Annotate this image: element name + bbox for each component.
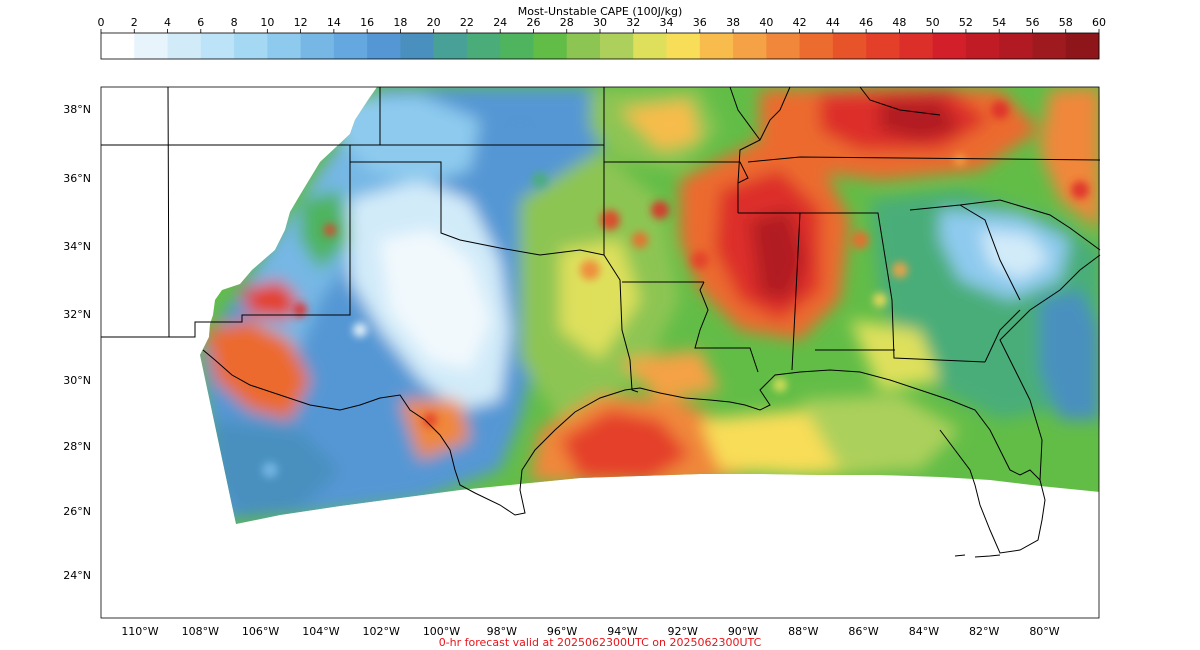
colorbar-tick-label: 54 bbox=[992, 16, 1006, 29]
latitude-label: 36°N bbox=[63, 172, 91, 185]
forecast-valid-footer: 0-hr forecast valid at 2025062300UTC on … bbox=[438, 636, 762, 649]
latitude-label: 32°N bbox=[63, 308, 91, 321]
colorbar-segment bbox=[400, 33, 435, 59]
colorbar-segment bbox=[799, 33, 834, 59]
colorbar-tick-label: 4 bbox=[164, 16, 171, 29]
longitude-label: 92°W bbox=[668, 625, 698, 638]
colorbar-segment bbox=[566, 33, 601, 59]
longitude-label: 94°W bbox=[607, 625, 637, 638]
colorbar-segment bbox=[500, 33, 534, 59]
colorbar-tick-label: 50 bbox=[926, 16, 940, 29]
latitude-label: 26°N bbox=[63, 505, 91, 518]
colorbar-tick-label: 22 bbox=[460, 16, 474, 29]
colorbar-tick-label: 60 bbox=[1092, 16, 1106, 29]
latitude-label: 24°N bbox=[63, 569, 91, 582]
longitude-label: 86°W bbox=[848, 625, 878, 638]
colorbar-tick-label: 16 bbox=[360, 16, 374, 29]
longitude-label: 80°W bbox=[1029, 625, 1059, 638]
colorbar-segment bbox=[167, 33, 202, 59]
longitude-label: 82°W bbox=[969, 625, 999, 638]
colorbar-segment bbox=[633, 33, 668, 59]
colorbar-segment bbox=[600, 33, 634, 59]
colorbar-segment bbox=[733, 33, 767, 59]
colorbar-tick-label: 56 bbox=[1025, 16, 1039, 29]
longitude-label: 106°W bbox=[242, 625, 279, 638]
colorbar-tick-label: 34 bbox=[660, 16, 674, 29]
colorbar-tick-label: 26 bbox=[526, 16, 540, 29]
longitude-label: 104°W bbox=[302, 625, 339, 638]
colorbar-tick-label: 24 bbox=[493, 16, 507, 29]
colorbar-segment bbox=[300, 33, 335, 59]
colorbar-segment bbox=[433, 33, 468, 59]
colorbar-segment bbox=[1032, 33, 1067, 59]
colorbar-tick-label: 46 bbox=[859, 16, 873, 29]
colorbar-tick-label: 14 bbox=[327, 16, 341, 29]
colorbar-segment bbox=[866, 33, 900, 59]
colorbar-segment bbox=[666, 33, 701, 59]
longitude-label: 96°W bbox=[547, 625, 577, 638]
colorbar-segment bbox=[234, 33, 268, 59]
longitude-label: 110°W bbox=[121, 625, 158, 638]
colorbar-segment bbox=[200, 33, 235, 59]
longitude-label: 90°W bbox=[728, 625, 758, 638]
longitude-label: 102°W bbox=[363, 625, 400, 638]
colorbar-segment bbox=[999, 33, 1033, 59]
colorbar bbox=[101, 33, 1100, 59]
colorbar-segment bbox=[766, 33, 801, 59]
longitude-label: 108°W bbox=[182, 625, 219, 638]
latitude-label: 28°N bbox=[63, 440, 91, 453]
state-boundaries bbox=[101, 86, 1101, 393]
colorbar-tick-label: 48 bbox=[892, 16, 906, 29]
colorbar-segment bbox=[965, 33, 1000, 59]
florida-keys bbox=[954, 554, 1001, 558]
latitude-labels: 38°N 36°N 34°N 32°N 30°N 28°N 26°N 24°N bbox=[63, 103, 91, 582]
colorbar-tick-label: 0 bbox=[98, 16, 105, 29]
colorbar-segment bbox=[333, 33, 368, 59]
colorbar-segment bbox=[267, 33, 302, 59]
colorbar-tick-label: 8 bbox=[231, 16, 238, 29]
colorbar-tick-label: 18 bbox=[393, 16, 407, 29]
colorbar-tick-label: 52 bbox=[959, 16, 973, 29]
colorbar-title: Most-Unstable CAPE (100J/kg) bbox=[517, 5, 683, 18]
latitude-label: 34°N bbox=[63, 240, 91, 253]
colorbar-tick-label: 28 bbox=[560, 16, 574, 29]
colorbar-segment bbox=[367, 33, 401, 59]
latitude-label: 30°N bbox=[63, 374, 91, 387]
colorbar-tick-label: 42 bbox=[793, 16, 807, 29]
atlantic-coastline bbox=[999, 254, 1101, 481]
colorbar-segment bbox=[101, 33, 135, 59]
colorbar-tick-label: 58 bbox=[1059, 16, 1073, 29]
colorbar-tick-label: 2 bbox=[131, 16, 138, 29]
longitude-labels: 110°W 108°W 106°W 104°W 102°W 100°W 98°W 96°W 94… bbox=[121, 625, 1059, 638]
colorbar-tick-label: 30 bbox=[593, 16, 607, 29]
colorbar-tick-label: 12 bbox=[294, 16, 308, 29]
colorbar-tick-label: 36 bbox=[693, 16, 707, 29]
colorbar-segment bbox=[699, 33, 734, 59]
colorbar-segment bbox=[932, 33, 967, 59]
colorbar-segment bbox=[832, 33, 867, 59]
colorbar-segment bbox=[466, 33, 501, 59]
colorbar-tick-label: 44 bbox=[826, 16, 840, 29]
gulf-coastline bbox=[202, 349, 1046, 554]
colorbar-tick-label: 10 bbox=[260, 16, 274, 29]
colorbar-segment bbox=[533, 33, 568, 59]
longitude-label: 88°W bbox=[788, 625, 818, 638]
longitude-label: 84°W bbox=[909, 625, 939, 638]
longitude-label: 98°W bbox=[487, 625, 517, 638]
colorbar-segment bbox=[899, 33, 934, 59]
colorbar-tick-label: 32 bbox=[626, 16, 640, 29]
colorbar-tick-label: 20 bbox=[427, 16, 441, 29]
colorbar-segment bbox=[134, 33, 169, 59]
colorbar-segment bbox=[1065, 33, 1100, 59]
longitude-label: 100°W bbox=[423, 625, 460, 638]
colorbar-tick-label: 40 bbox=[759, 16, 773, 29]
colorbar-tick-label: 6 bbox=[197, 16, 204, 29]
colorbar-tick-label: 38 bbox=[726, 16, 740, 29]
cape-field bbox=[200, 87, 1100, 524]
colorbar-ticks: 0 2 4 6 8 10 12 14 16 18 20 22 24 26 28 30 32 34 36 38 40 42 4… bbox=[98, 16, 1106, 33]
map-frame bbox=[100, 86, 1100, 619]
latitude-label: 38°N bbox=[63, 103, 91, 116]
